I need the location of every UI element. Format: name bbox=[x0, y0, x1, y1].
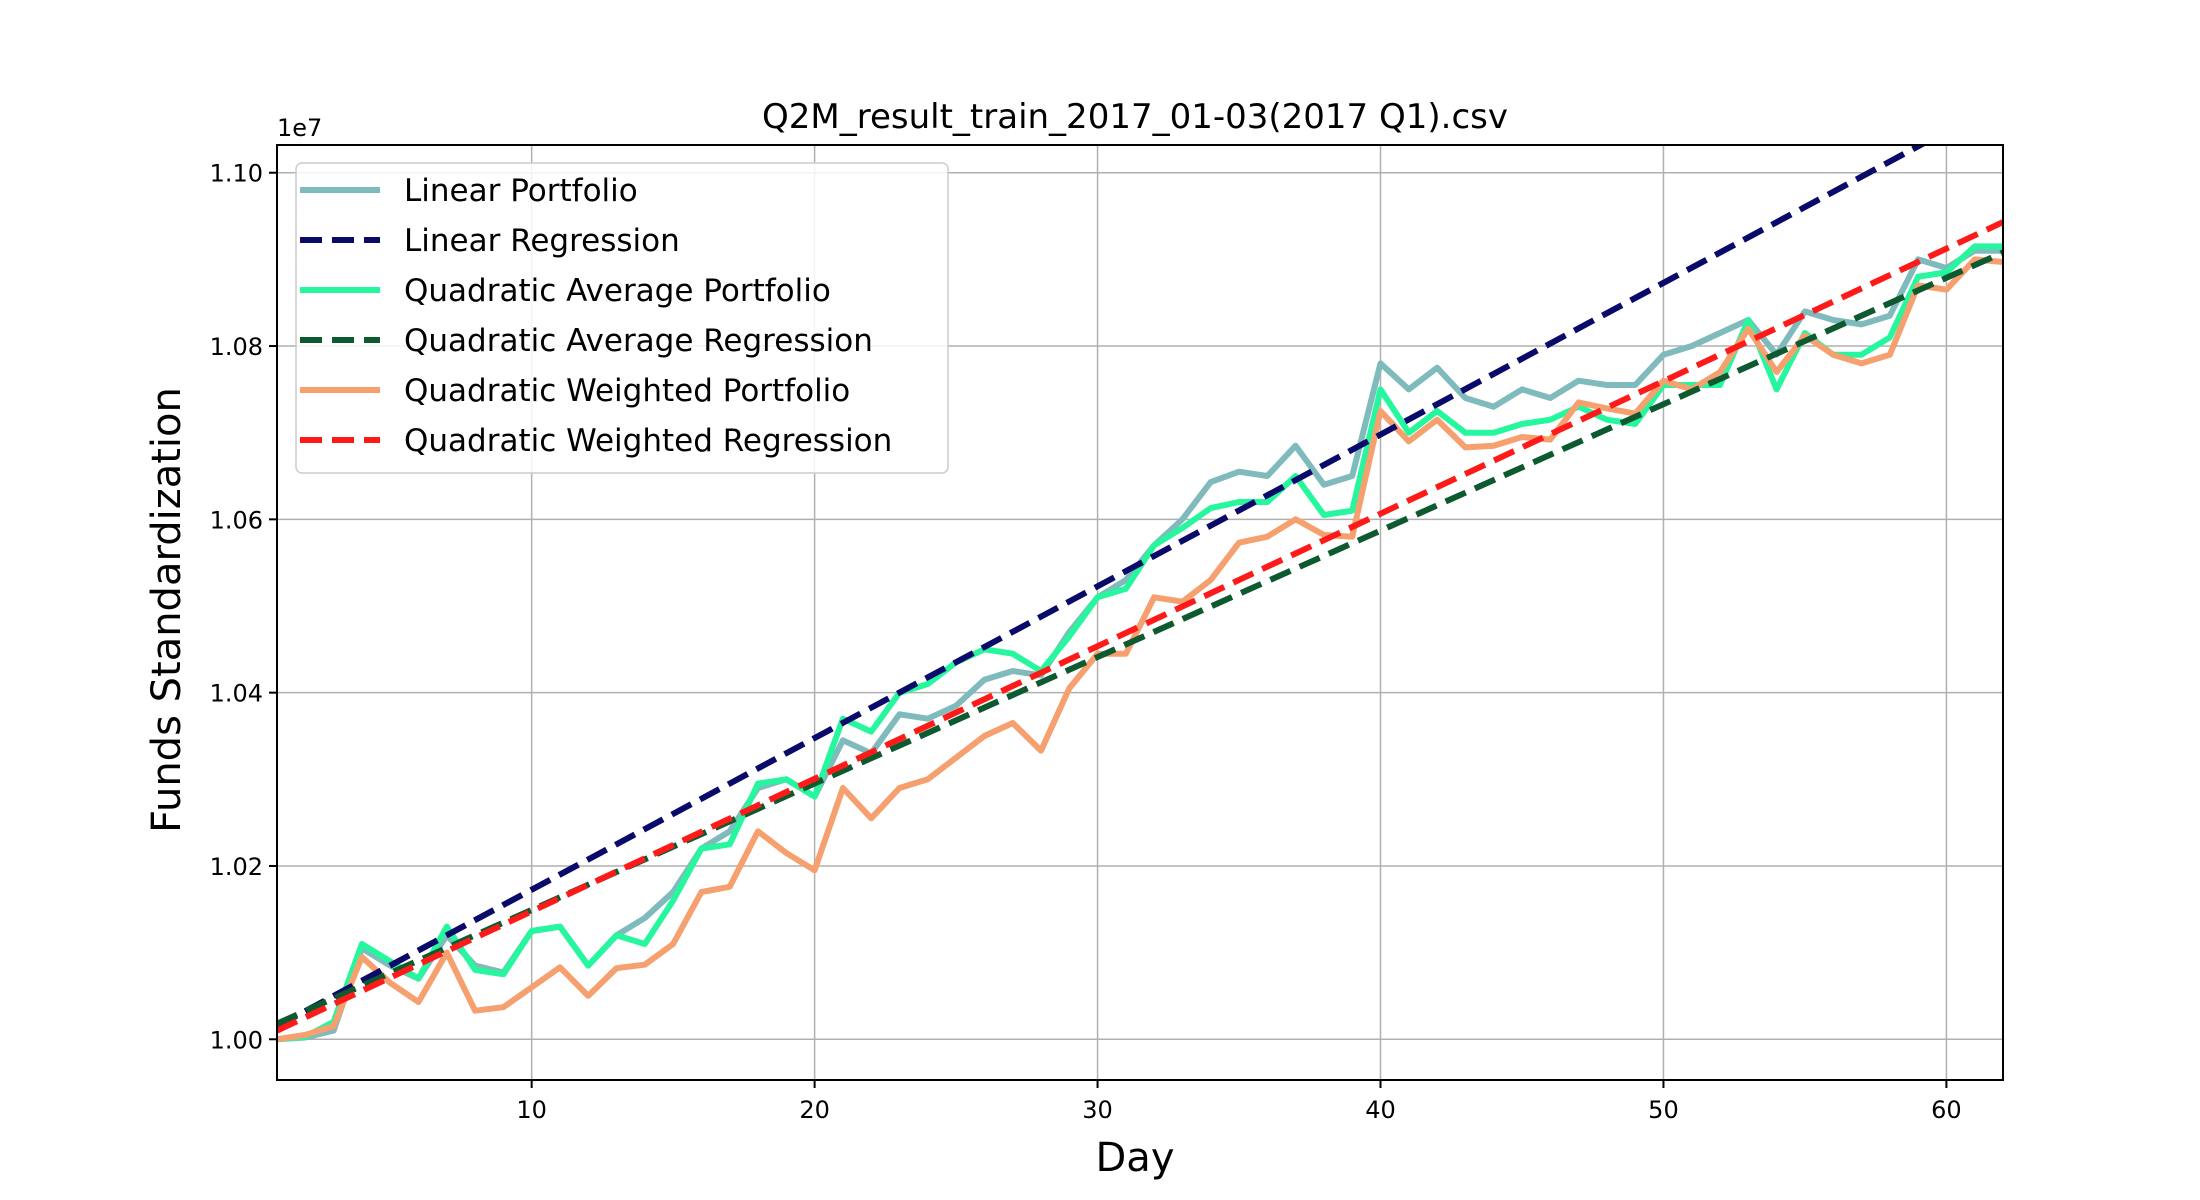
series-line-linear-regression bbox=[277, 145, 1927, 1029]
series-line-quadratic-weighted-regression bbox=[277, 219, 2003, 1034]
y-tick-label: 1.02 bbox=[210, 853, 263, 881]
chart-title: Q2M_result_train_2017_01-03(2017 Q1).csv bbox=[762, 97, 1508, 137]
series-line-quadratic-weighted-portfolio bbox=[277, 256, 2003, 1043]
plot-frame bbox=[276, 144, 2004, 1081]
legend-label-quadratic-weighted-portfolio: Quadratic Weighted Portfolio bbox=[404, 373, 850, 409]
x-tick-label: 20 bbox=[799, 1096, 830, 1124]
y-tick-label: 1.08 bbox=[210, 333, 263, 361]
legend-label-linear-regression: Linear Regression bbox=[404, 223, 680, 259]
x-tick-label: 30 bbox=[1082, 1096, 1113, 1124]
series-layer bbox=[277, 145, 2003, 1043]
legend: Linear Portfolio Linear Regression Quadrat… bbox=[295, 162, 949, 474]
x-tick-label: 40 bbox=[1365, 1096, 1396, 1124]
series-line-quadratic-average-portfolio bbox=[277, 243, 2003, 1043]
x-tick-label: 60 bbox=[1931, 1096, 1962, 1124]
y-tick-label: 1.04 bbox=[210, 680, 263, 708]
y-tick-label: 1.10 bbox=[210, 160, 263, 188]
legend-label-quadratic-average-regression: Quadratic Average Regression bbox=[404, 323, 873, 359]
y-axis: 1.00 1.02 1.04 1.06 1.08 1.10 bbox=[210, 160, 277, 1054]
series-line-quadratic-average-regression bbox=[277, 249, 2003, 1027]
y-tick-label: 1.06 bbox=[210, 506, 263, 534]
x-tick-label: 10 bbox=[516, 1096, 547, 1124]
y-tick-label: 1.00 bbox=[210, 1026, 263, 1054]
x-tick-label: 50 bbox=[1648, 1096, 1679, 1124]
y-offset-label: 1e7 bbox=[277, 114, 322, 142]
y-axis-title: Funds Standardization bbox=[144, 387, 190, 833]
x-axis-title: Day bbox=[1096, 1135, 1175, 1181]
legend-box bbox=[295, 162, 949, 474]
legend-label-linear-portfolio: Linear Portfolio bbox=[404, 173, 638, 209]
legend-label-quadratic-weighted-regression: Quadratic Weighted Regression bbox=[404, 423, 892, 459]
x-axis: 10 20 30 40 50 60 bbox=[516, 1080, 1962, 1124]
legend-label-quadratic-average-portfolio: Quadratic Average Portfolio bbox=[404, 273, 831, 309]
